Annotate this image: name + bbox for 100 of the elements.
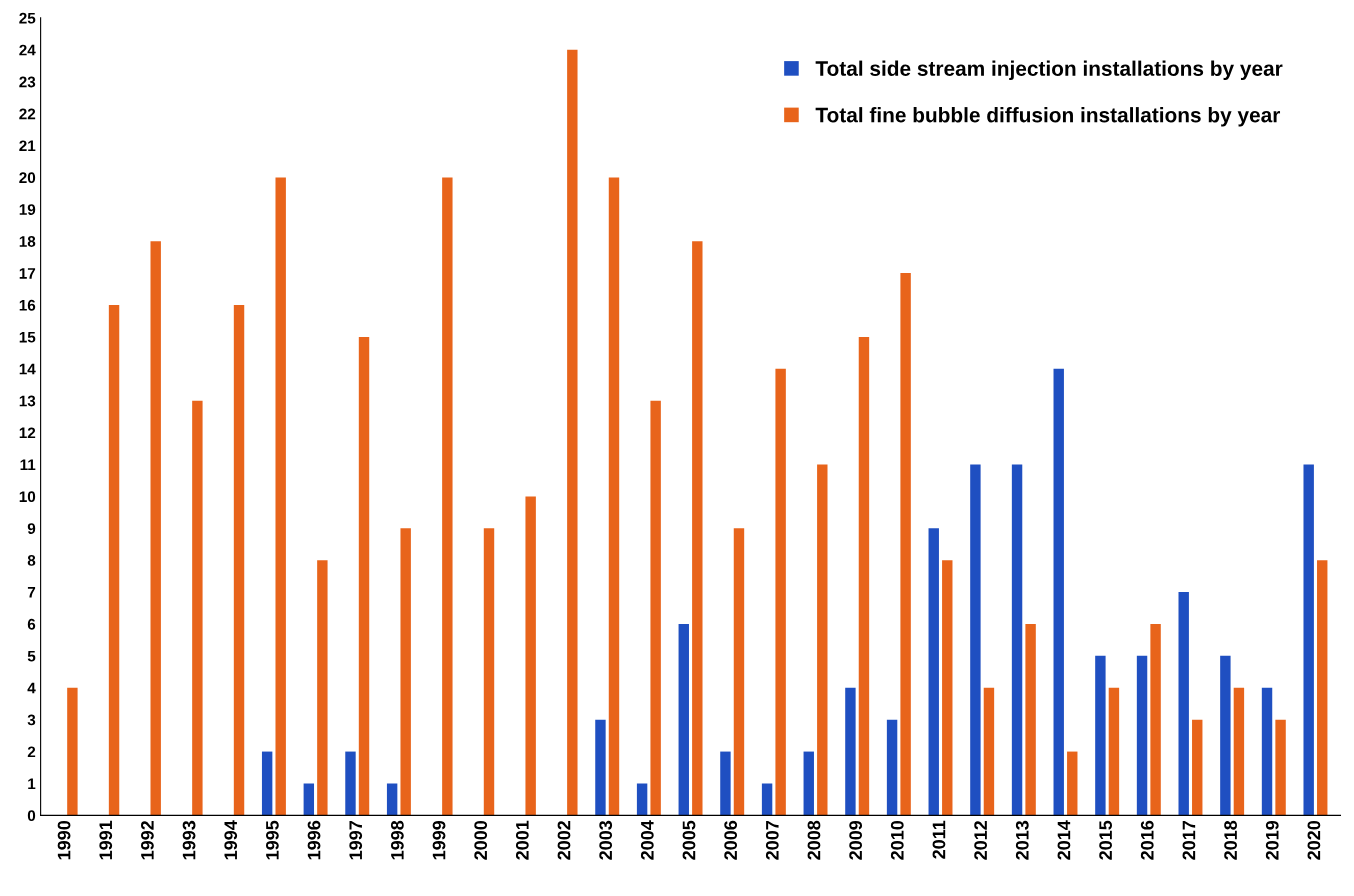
x-tick-label: 2013 <box>1015 820 1029 860</box>
x-tick-label: 2010 <box>890 820 904 860</box>
x-tick-label: 2011 <box>932 820 946 859</box>
y-tick-label: 19 <box>19 204 36 215</box>
bar <box>567 49 578 816</box>
x-tick-label: 2001 <box>515 820 529 860</box>
bar <box>303 783 315 816</box>
x-tick-label: 1997 <box>349 821 363 860</box>
bar <box>636 783 648 816</box>
bar <box>1178 592 1189 816</box>
bar <box>1317 560 1328 816</box>
bar <box>761 783 773 816</box>
bar <box>108 305 120 816</box>
bar <box>345 751 356 816</box>
x-tick-label: 2017 <box>1182 821 1196 860</box>
bar <box>67 687 78 816</box>
bar <box>678 623 689 816</box>
bar <box>692 241 703 816</box>
bar <box>803 751 814 816</box>
bar <box>1025 623 1036 816</box>
x-tick-label: 2015 <box>1099 820 1112 860</box>
bar <box>400 528 411 816</box>
x-tick-label: 2007 <box>765 821 779 860</box>
y-tick-label: 22 <box>19 108 36 120</box>
bar <box>483 528 495 816</box>
x-tick-label: 1994 <box>224 820 238 860</box>
y-tick-label: 18 <box>19 236 36 247</box>
x-tick-label: 1996 <box>307 820 321 860</box>
x-tick-label: 1992 <box>141 820 154 860</box>
y-tick-label: 16 <box>19 299 36 311</box>
bar <box>150 241 161 816</box>
bar <box>886 719 898 816</box>
bar <box>233 305 245 816</box>
bar <box>608 177 620 816</box>
y-tick-label: 17 <box>19 268 36 279</box>
bar <box>733 528 745 816</box>
x-tick-label: 2020 <box>1307 820 1321 860</box>
bar <box>386 783 398 816</box>
y-tick-label: 5 <box>27 650 36 662</box>
bar <box>942 560 953 816</box>
y-tick-label: 3 <box>27 714 36 726</box>
y-tick-label: 11 <box>20 459 36 471</box>
bar <box>1150 623 1161 816</box>
bar <box>970 464 981 816</box>
bar <box>358 336 370 816</box>
bar <box>317 560 328 816</box>
bar <box>983 687 995 816</box>
y-tick-label: 2 <box>27 746 36 758</box>
bar <box>1136 655 1148 816</box>
bar <box>858 336 870 816</box>
y-tick-label: 1 <box>28 778 36 789</box>
bar <box>1192 719 1203 816</box>
bar <box>442 177 453 816</box>
y-tick-label: 15 <box>19 331 36 343</box>
y-tick-label: 13 <box>19 395 36 407</box>
x-tick-label: 1995 <box>265 820 279 860</box>
x-tick-label: 1993 <box>182 820 196 860</box>
bar <box>817 464 828 816</box>
x-tick-label: 2014 <box>1057 820 1071 860</box>
y-tick-label: 7 <box>27 587 36 598</box>
x-tick-label: 1990 <box>57 820 71 860</box>
x-tick-label: 1998 <box>390 820 404 860</box>
y-tick-label: 9 <box>27 523 36 534</box>
y-tick-label: 25 <box>19 12 36 24</box>
bar <box>1303 464 1314 816</box>
y-tick-label: 21 <box>19 140 36 152</box>
x-tick-label: 2009 <box>849 820 863 860</box>
bar <box>275 177 286 816</box>
x-tick-label: 1999 <box>432 820 446 860</box>
x-tick-label: 2018 <box>1224 820 1237 860</box>
y-tick-label: 4 <box>27 682 36 694</box>
y-tick-label: 24 <box>19 44 36 56</box>
bar <box>1275 719 1286 816</box>
bar <box>525 496 536 816</box>
bar <box>775 368 786 816</box>
x-tick-label: 2019 <box>1265 820 1279 860</box>
y-tick-label: 12 <box>19 427 36 439</box>
bar <box>595 719 606 816</box>
bar <box>261 751 273 816</box>
bar <box>1220 655 1231 816</box>
x-tick-label: 2006 <box>724 820 738 860</box>
x-tick-label: 1991 <box>99 820 113 860</box>
bar <box>1233 687 1245 816</box>
x-tick-label: 2000 <box>474 820 488 860</box>
x-tick-label: 2005 <box>682 820 696 860</box>
x-tick-label: 2002 <box>557 820 571 860</box>
bar <box>1011 464 1023 816</box>
y-tick-label: 23 <box>19 76 36 88</box>
y-tick-label: 8 <box>27 555 36 566</box>
y-tick-label: 6 <box>27 618 36 630</box>
legend-label: Total fine bubble diffusion installations by year <box>815 107 1281 127</box>
bar <box>650 400 661 816</box>
y-tick-label: 20 <box>19 172 36 184</box>
bar <box>1095 655 1106 816</box>
bar <box>1108 687 1120 816</box>
x-tick-label: 2016 <box>1140 820 1154 860</box>
y-tick-label: 14 <box>19 363 36 375</box>
bar <box>1261 687 1273 816</box>
x-tick-label: 2012 <box>974 820 988 860</box>
y-tick-label: 10 <box>19 491 36 503</box>
